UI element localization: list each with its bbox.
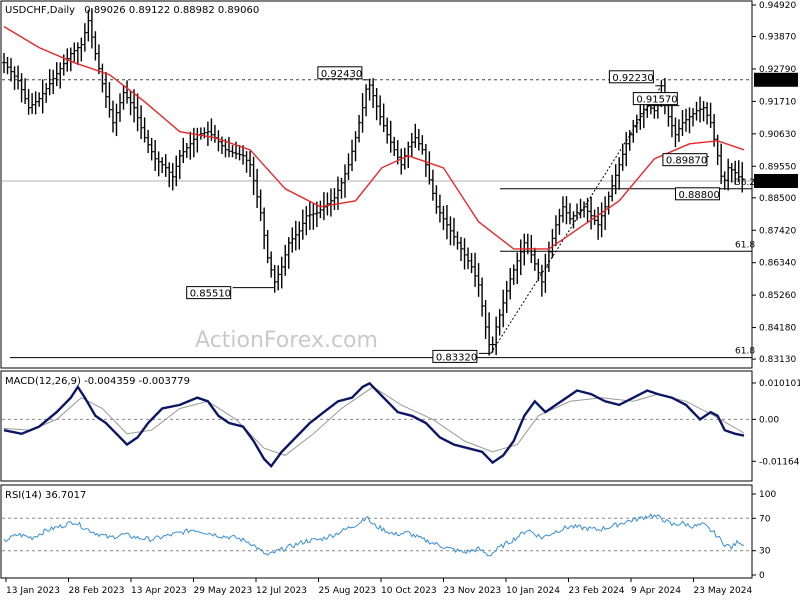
price-y-tick-label: 0.89550	[759, 162, 796, 172]
macd-main-line	[3, 381, 745, 469]
macd-pane-frame	[0, 370, 753, 482]
annotation-box	[675, 187, 721, 201]
rsi-y-tick-label: 70	[759, 514, 771, 524]
annotation-label: 0.85510	[190, 289, 231, 300]
date-tick-label: 10 Oct 2023	[381, 586, 437, 596]
price-y-tick-label: 0.83130	[759, 355, 796, 365]
macd-signal-line	[3, 386, 745, 456]
fib-level-label: 61.8	[735, 240, 755, 250]
fib-level-label: 38.2	[735, 178, 755, 188]
rsi-y-tick-label: 30	[759, 547, 771, 557]
price-y-tick-label: 0.91710	[759, 97, 796, 107]
annotation-box	[432, 349, 478, 363]
date-tick-label: 23 May 2024	[694, 586, 753, 596]
fib-level-label: 61.8	[735, 347, 755, 357]
rsi-pane-frame	[0, 484, 753, 579]
price-y-tick-label: 0.86340	[759, 259, 796, 269]
rsi-line	[3, 513, 745, 557]
date-tick-label: 29 May 2023	[194, 586, 253, 596]
price-y-tick-label: 0.87420	[759, 226, 796, 236]
current-price-box	[754, 173, 798, 188]
macd-lines	[2, 381, 752, 469]
macd-y-tick-label: -0.011645	[759, 457, 800, 467]
moving-average-line	[3, 25, 745, 250]
date-tick-label: 12 Jul 2023	[256, 586, 307, 596]
date-tick-label: 9 Apr 2024	[631, 586, 681, 596]
date-tick-label: 25 Aug 2023	[319, 586, 377, 596]
date-tick-label: 28 Feb 2023	[69, 586, 125, 596]
resistance-price-box	[754, 72, 798, 87]
date-tick-label: 23 Nov 2023	[444, 586, 502, 596]
annotation-label: 0.92430	[321, 69, 362, 80]
current-price-label: 0.89060	[759, 178, 796, 188]
macd-y-tick-label: 0.00	[759, 415, 779, 425]
macd-pane-title: MACD(12,26,9) -0.004359 -0.003779	[5, 376, 190, 387]
macd-y-axis: 0.010101 0.00 -0.011645	[752, 379, 800, 467]
price-y-tick-label: 0.94920	[759, 1, 796, 11]
price-y-axis: 0.94920 0.93870 0.92790 0.91710 0.90630 0.895…	[752, 1, 798, 365]
date-tick-label: 23 Feb 2024	[569, 586, 625, 596]
price-y-tick-label: 0.85260	[759, 291, 796, 301]
price-y-tick-label: 0.84180	[759, 324, 796, 334]
price-y-tick-label: 0.93870	[759, 33, 796, 43]
annotation-box	[662, 153, 708, 167]
rsi-lines	[2, 513, 752, 557]
annotation-label: 0.91570	[636, 95, 677, 106]
price-annotations: 0.92430 0.85510 0.83320 0.92230 0.91570 0.898…	[186, 66, 722, 363]
date-tick-label: 13 Apr 2023	[131, 586, 187, 596]
rsi-y-tick-label: 0	[759, 571, 765, 581]
price-y-tick-label: 0.92790	[759, 65, 796, 75]
annotation-label: 0.83320	[436, 352, 477, 363]
date-axis: 13 Jan 2023 28 Feb 2023 13 Apr 2023 29 May …	[5, 578, 753, 596]
annotation-label: 0.92230	[612, 73, 653, 84]
price-y-tick-label: 0.88500	[759, 194, 796, 204]
price-title: USDCHF,Daily	[5, 5, 75, 16]
annotation-box	[608, 70, 654, 84]
annotation-label: 0.88800	[679, 190, 720, 201]
annotation-box	[186, 286, 232, 300]
rsi-y-axis: 100 70 30 0	[752, 490, 776, 581]
annotation-label: 0.89870	[666, 156, 707, 167]
watermark-text: ActionForex.com	[195, 328, 378, 353]
resistance-price-label: 0.92430	[759, 77, 796, 87]
price-y-tick-label: 0.90630	[759, 130, 796, 140]
annotation-box	[317, 66, 363, 80]
macd-y-tick-label: 0.010101	[759, 379, 800, 389]
annotation-box	[632, 92, 678, 106]
date-tick-label: 10 Jan 2024	[506, 586, 560, 596]
price-pane-title: USDCHF,Daily 0.89026 0.89122 0.88982 0.8…	[5, 5, 259, 16]
date-tick-label: 13 Jan 2023	[6, 586, 60, 596]
price-pane-frame	[0, 0, 753, 369]
rsi-pane-title: RSI(14) 36.7017	[5, 490, 86, 501]
rsi-y-tick-label: 100	[759, 490, 776, 500]
ohlc-readout: 0.89026 0.89122 0.88982 0.89060	[84, 5, 259, 16]
moving-average	[3, 25, 745, 250]
